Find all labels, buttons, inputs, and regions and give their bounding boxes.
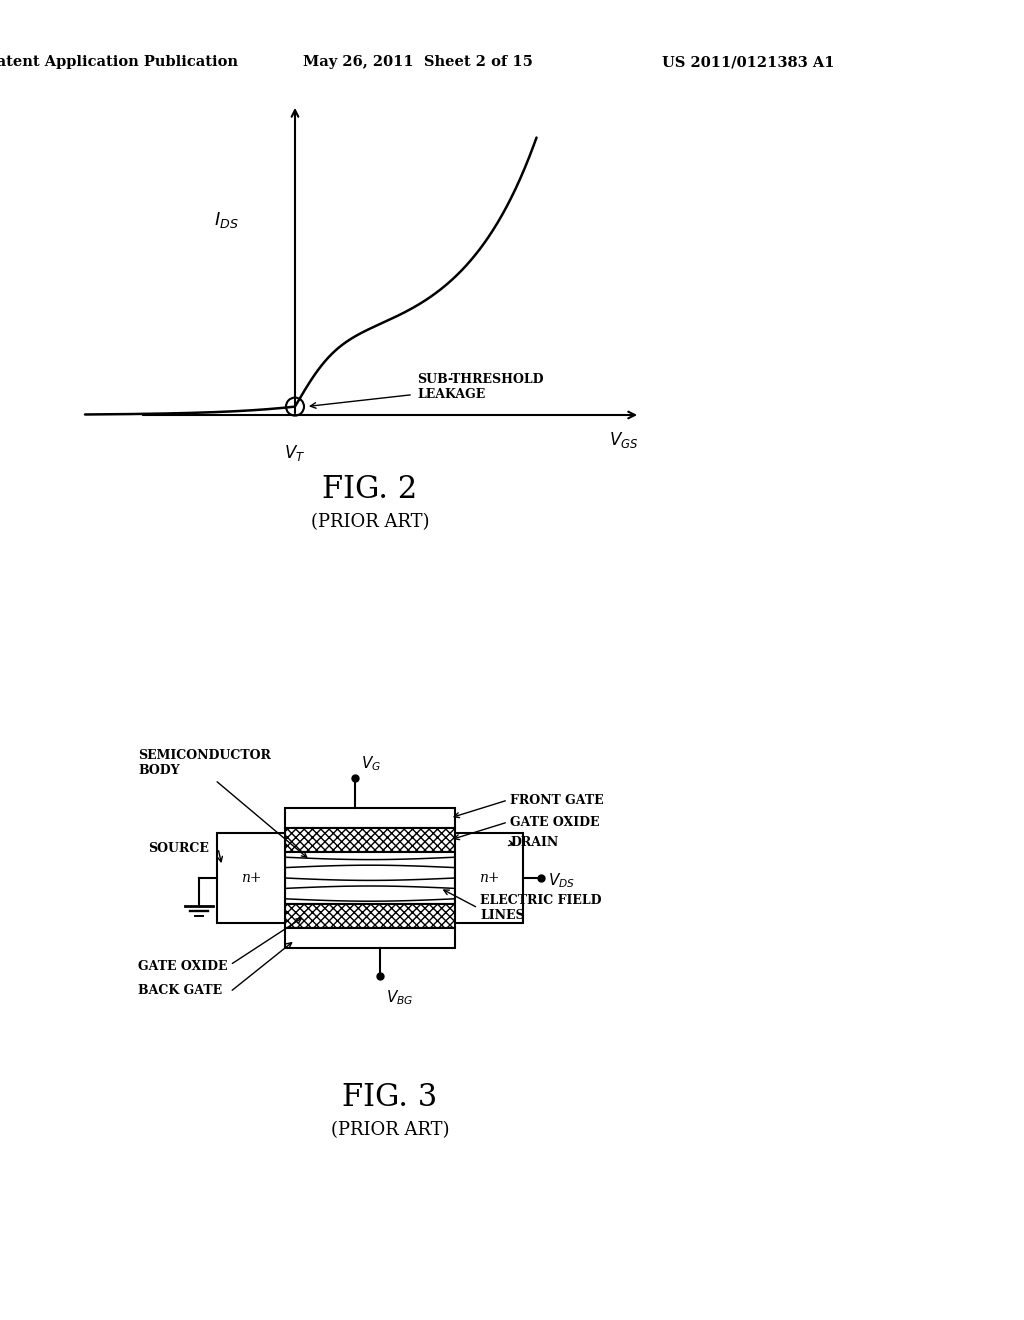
Text: SOURCE: SOURCE <box>148 842 209 854</box>
Text: (PRIOR ART): (PRIOR ART) <box>331 1121 450 1139</box>
Bar <box>285 904 455 928</box>
Text: FIG. 3: FIG. 3 <box>342 1082 437 1114</box>
Bar <box>285 808 455 828</box>
Text: GATE OXIDE: GATE OXIDE <box>138 961 227 974</box>
Text: ELECTRIC FIELD
LINES: ELECTRIC FIELD LINES <box>480 894 601 921</box>
Text: US 2011/0121383 A1: US 2011/0121383 A1 <box>662 55 835 69</box>
Text: SUB-THRESHOLD
LEAKAGE: SUB-THRESHOLD LEAKAGE <box>417 372 544 400</box>
Text: (PRIOR ART): (PRIOR ART) <box>310 513 429 531</box>
Bar <box>285 928 455 948</box>
Text: n+: n+ <box>241 871 261 884</box>
Text: SEMICONDUCTOR
BODY: SEMICONDUCTOR BODY <box>138 748 271 777</box>
Text: DRAIN: DRAIN <box>510 837 558 850</box>
Text: GATE OXIDE: GATE OXIDE <box>510 816 599 829</box>
Text: FRONT GATE: FRONT GATE <box>510 793 603 807</box>
Text: n+: n+ <box>479 871 500 884</box>
Text: $V_T$: $V_T$ <box>285 444 305 463</box>
Bar <box>217 833 285 923</box>
Text: $V_{GS}$: $V_{GS}$ <box>609 430 639 450</box>
Text: Patent Application Publication: Patent Application Publication <box>0 55 238 69</box>
Text: $V_G$: $V_G$ <box>361 754 381 774</box>
Text: BACK GATE: BACK GATE <box>138 983 222 997</box>
Text: FIG. 2: FIG. 2 <box>323 474 418 506</box>
Text: $V_{BG}$: $V_{BG}$ <box>386 987 414 1007</box>
Bar <box>285 851 455 904</box>
Bar <box>285 828 455 851</box>
Text: $I_{DS}$: $I_{DS}$ <box>214 210 239 230</box>
Text: May 26, 2011  Sheet 2 of 15: May 26, 2011 Sheet 2 of 15 <box>303 55 532 69</box>
Bar <box>455 833 523 923</box>
Text: $V_{DS}$: $V_{DS}$ <box>548 871 575 891</box>
